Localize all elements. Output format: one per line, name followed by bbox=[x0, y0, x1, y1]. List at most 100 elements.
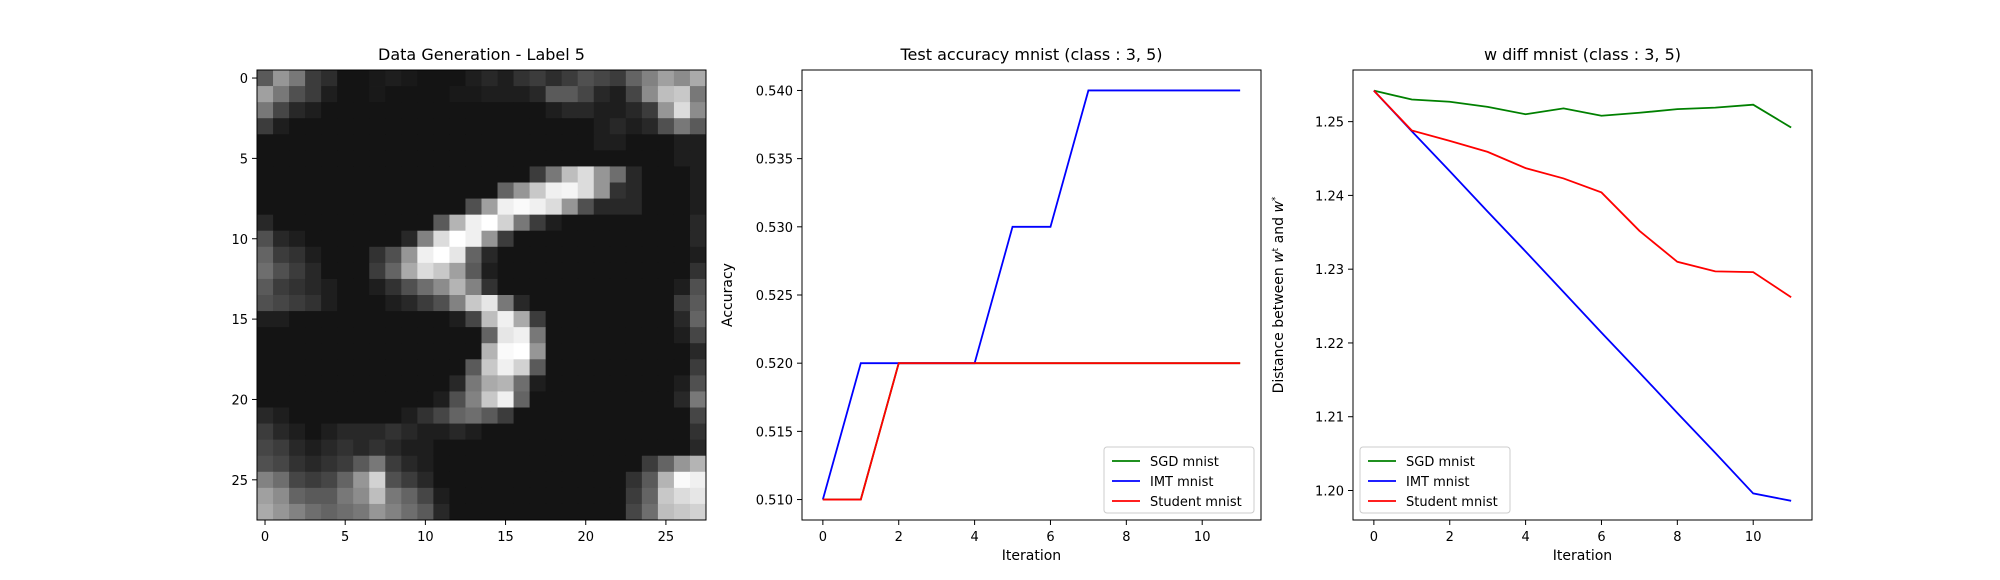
image-pixel bbox=[689, 391, 707, 408]
x-tick-label: 4 bbox=[1521, 530, 1529, 545]
image-pixel bbox=[433, 311, 450, 328]
image-pixel bbox=[385, 262, 402, 280]
image-pixel bbox=[449, 407, 466, 424]
image-pixel bbox=[625, 423, 643, 441]
x-tick-label: 15 bbox=[497, 530, 514, 545]
image-pixel bbox=[257, 230, 274, 248]
image-pixel bbox=[497, 150, 514, 167]
image-pixel bbox=[497, 102, 514, 119]
image-pixel bbox=[433, 407, 450, 424]
image-pixel bbox=[305, 166, 322, 183]
image-pixel bbox=[593, 359, 611, 376]
image-pixel bbox=[609, 487, 627, 505]
accuracy-y-ticks: 0.510 0.515 0.520 0.525 0.530 0.535 0.540 bbox=[756, 84, 802, 509]
image-pixel bbox=[641, 375, 659, 392]
image-pixel bbox=[417, 214, 434, 232]
image-pixel bbox=[593, 262, 611, 280]
image-pixel bbox=[433, 246, 450, 264]
image-pixel bbox=[513, 166, 531, 183]
image-pixel bbox=[657, 102, 675, 119]
image-pixel bbox=[353, 423, 370, 441]
image-pixel bbox=[577, 295, 595, 312]
image-pixel bbox=[625, 439, 643, 457]
image-pixel bbox=[673, 343, 691, 360]
image-pixel bbox=[577, 503, 595, 521]
image-pixel bbox=[513, 327, 531, 344]
image-pixel bbox=[657, 487, 675, 505]
image-pixel bbox=[625, 343, 643, 360]
image-pixel bbox=[353, 503, 370, 521]
image-pixel bbox=[609, 262, 627, 280]
image-pixel bbox=[481, 118, 498, 135]
image-pixel bbox=[289, 359, 306, 376]
wdiff-chart-frame bbox=[1352, 69, 1813, 521]
image-pixel bbox=[545, 455, 563, 473]
y-tick-label: 0.540 bbox=[756, 84, 793, 99]
image-pixel bbox=[433, 359, 450, 376]
image-pixel bbox=[289, 214, 306, 232]
image-pixel bbox=[433, 375, 450, 392]
image-pixel bbox=[689, 134, 707, 151]
y-tick-label: 0.530 bbox=[756, 221, 793, 236]
image-pixel bbox=[641, 407, 659, 424]
image-pixel bbox=[273, 359, 290, 376]
image-pixel bbox=[657, 503, 675, 521]
y-tick-label: 15 bbox=[231, 313, 248, 328]
image-pixel bbox=[593, 311, 611, 328]
image-pixel bbox=[401, 439, 418, 457]
y-tick-label: 25 bbox=[231, 474, 248, 489]
image-pixel bbox=[401, 407, 418, 424]
image-pixel bbox=[529, 214, 547, 232]
image-pixel bbox=[385, 343, 402, 360]
image-pixel bbox=[337, 487, 354, 505]
image-pixel bbox=[337, 198, 354, 216]
image-pixel bbox=[561, 487, 579, 505]
image-pixel bbox=[545, 391, 563, 408]
image-pixel bbox=[401, 359, 418, 376]
image-pixel bbox=[545, 471, 563, 489]
image-pixel bbox=[305, 182, 322, 199]
image-pixel bbox=[545, 134, 563, 151]
image-pixel bbox=[257, 70, 274, 87]
image-pixel bbox=[353, 70, 370, 87]
image-pixel bbox=[609, 295, 627, 312]
y-tick-label: 0 bbox=[240, 72, 248, 87]
image-pixel bbox=[657, 391, 675, 408]
image-pixel bbox=[657, 311, 675, 328]
image-pixel bbox=[577, 471, 595, 489]
image-pixel bbox=[657, 246, 675, 264]
image-pixel bbox=[497, 278, 514, 296]
image-pixel bbox=[417, 134, 434, 151]
image-pixel bbox=[481, 327, 498, 344]
image-pixel bbox=[689, 471, 707, 489]
image-pixel bbox=[305, 407, 322, 424]
image-pixel bbox=[513, 102, 531, 119]
image-pixel bbox=[625, 311, 643, 328]
image-pixel bbox=[417, 182, 434, 199]
image-pixel bbox=[625, 455, 643, 473]
image-pixel bbox=[305, 471, 322, 489]
image-pixel bbox=[385, 407, 402, 424]
image-pixel bbox=[433, 214, 450, 232]
image-pixel bbox=[449, 391, 466, 408]
image-pixel bbox=[593, 487, 611, 505]
image-pixel bbox=[593, 246, 611, 264]
image-pixel bbox=[305, 439, 322, 457]
image-pixel bbox=[657, 375, 675, 392]
image-pixel bbox=[289, 471, 306, 489]
image-pixel bbox=[497, 230, 514, 248]
y-tick-label: 1.25 bbox=[1315, 116, 1344, 131]
image-pixel bbox=[689, 166, 707, 183]
image-pixel bbox=[465, 182, 482, 199]
image-pixel bbox=[481, 455, 498, 473]
image-pixel bbox=[577, 439, 595, 457]
image-pixel bbox=[337, 359, 354, 376]
image-pixel bbox=[481, 198, 498, 216]
image-pixel bbox=[545, 439, 563, 457]
image-pixel bbox=[449, 102, 466, 119]
image-pixel bbox=[417, 311, 434, 328]
image-pixel bbox=[257, 311, 274, 328]
image-pixel bbox=[481, 86, 498, 103]
image-pixel bbox=[417, 487, 434, 505]
image-pixel bbox=[369, 327, 386, 344]
